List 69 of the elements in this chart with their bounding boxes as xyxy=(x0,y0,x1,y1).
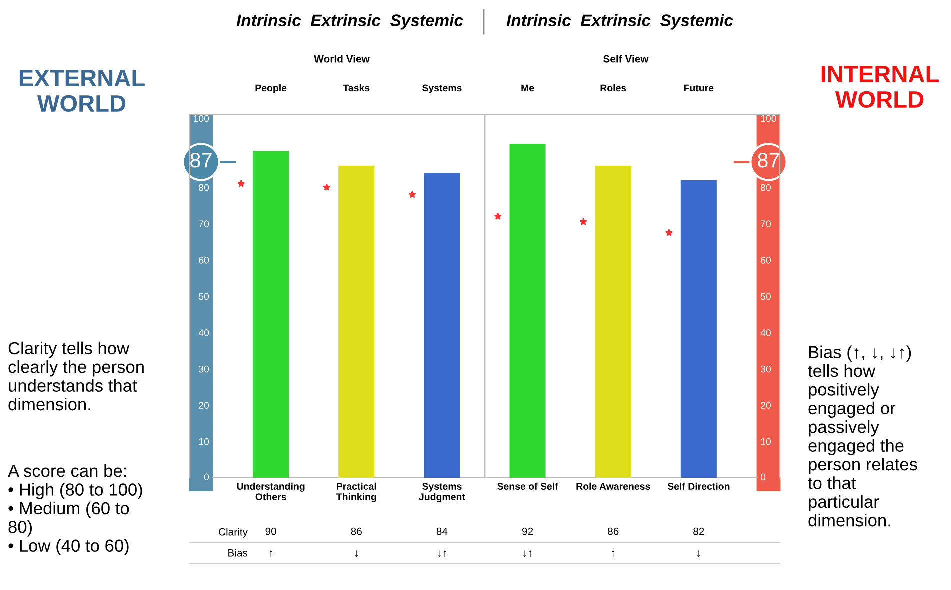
text: Bias (↑, ↓, ↓↑) tells how positively engaged or passively engaged the person relates to that particular dimension. xyxy=(808,346,918,527)
text: People xyxy=(256,84,287,94)
text: Systems xyxy=(422,84,462,94)
y-tick-label: 60 xyxy=(199,256,210,264)
point xyxy=(494,213,502,220)
text: Self View xyxy=(604,55,649,63)
text: ↓↑ xyxy=(524,550,532,558)
y2-tick-label: 50 xyxy=(760,293,771,300)
ref-line-label: 87 xyxy=(190,153,212,168)
data-label: 90 xyxy=(266,528,276,536)
data-label: 86 xyxy=(608,528,619,536)
y-tick-label: 100 xyxy=(194,115,210,122)
text: A score can be: • High (80 to 100) • Medium (60 to 80) • Low (40 to 60) xyxy=(8,464,142,556)
y2-tick-label: 60 xyxy=(761,256,771,264)
x-tick-label: Practical Thinking xyxy=(336,482,376,502)
bar xyxy=(680,180,717,478)
y2-tick-label: 80 xyxy=(760,184,771,192)
x-tick-label: Role Awareness xyxy=(576,482,650,490)
x-tick-label: Systems Judgment xyxy=(419,483,466,502)
point xyxy=(238,180,245,188)
text: INTERNAL WORLD xyxy=(822,66,939,108)
text: Future xyxy=(684,84,714,92)
text: ↓↑ xyxy=(438,550,446,558)
text: World View xyxy=(314,55,370,63)
x-tick-label: Sense of Self xyxy=(498,482,558,490)
y2-tick-label: 70 xyxy=(761,220,771,228)
y2-tick-label: 20 xyxy=(761,402,771,410)
bar xyxy=(253,151,290,478)
ref-line-label: 87 xyxy=(758,153,780,168)
y-tick-label: 50 xyxy=(199,293,210,300)
text: Clarity tells how clearly the person understands that dimension. xyxy=(8,342,144,411)
text: ↑ xyxy=(270,550,272,558)
text: Intrinsic Extrinsic Systemic xyxy=(236,14,464,30)
text: Roles xyxy=(600,84,626,92)
x-tick-label: Self Direction xyxy=(668,482,730,490)
y2-tick-label: 0 xyxy=(760,474,766,481)
text: ↓ xyxy=(355,550,358,558)
y2-tick-label: 100 xyxy=(761,115,776,122)
bar xyxy=(338,166,375,478)
text: Clarity xyxy=(219,528,248,538)
text: Me xyxy=(522,84,534,92)
text: ↑ xyxy=(612,550,615,558)
bar xyxy=(510,144,546,478)
x-tick-label: Understanding Others xyxy=(237,482,305,501)
text: EXTERNAL WORLD xyxy=(20,70,145,112)
y-tick-label: 70 xyxy=(199,220,210,228)
y-tick-label: 20 xyxy=(199,402,210,410)
point xyxy=(408,191,416,198)
y-tick-label: 80 xyxy=(199,184,210,192)
point xyxy=(323,184,330,191)
text: Tasks xyxy=(343,84,370,92)
y-tick-label: 0 xyxy=(204,474,210,481)
data-label: 86 xyxy=(351,528,362,536)
text: ↓ xyxy=(698,550,700,558)
y2-tick-label: 40 xyxy=(760,330,771,336)
bar xyxy=(595,166,632,478)
data-label: 82 xyxy=(694,528,704,536)
point xyxy=(580,218,588,226)
point xyxy=(666,229,673,236)
y-tick-label: 30 xyxy=(199,366,210,373)
text: Intrinsic Extrinsic Systemic xyxy=(506,14,734,30)
data-label: 92 xyxy=(522,528,534,536)
data-label: 84 xyxy=(436,528,448,536)
bar xyxy=(424,173,460,478)
text: Bias xyxy=(228,549,248,557)
y2-tick-label: 10 xyxy=(761,438,771,446)
y-tick-label: 10 xyxy=(199,438,210,446)
y2-tick-label: 30 xyxy=(760,366,771,373)
y-tick-label: 40 xyxy=(198,330,210,336)
